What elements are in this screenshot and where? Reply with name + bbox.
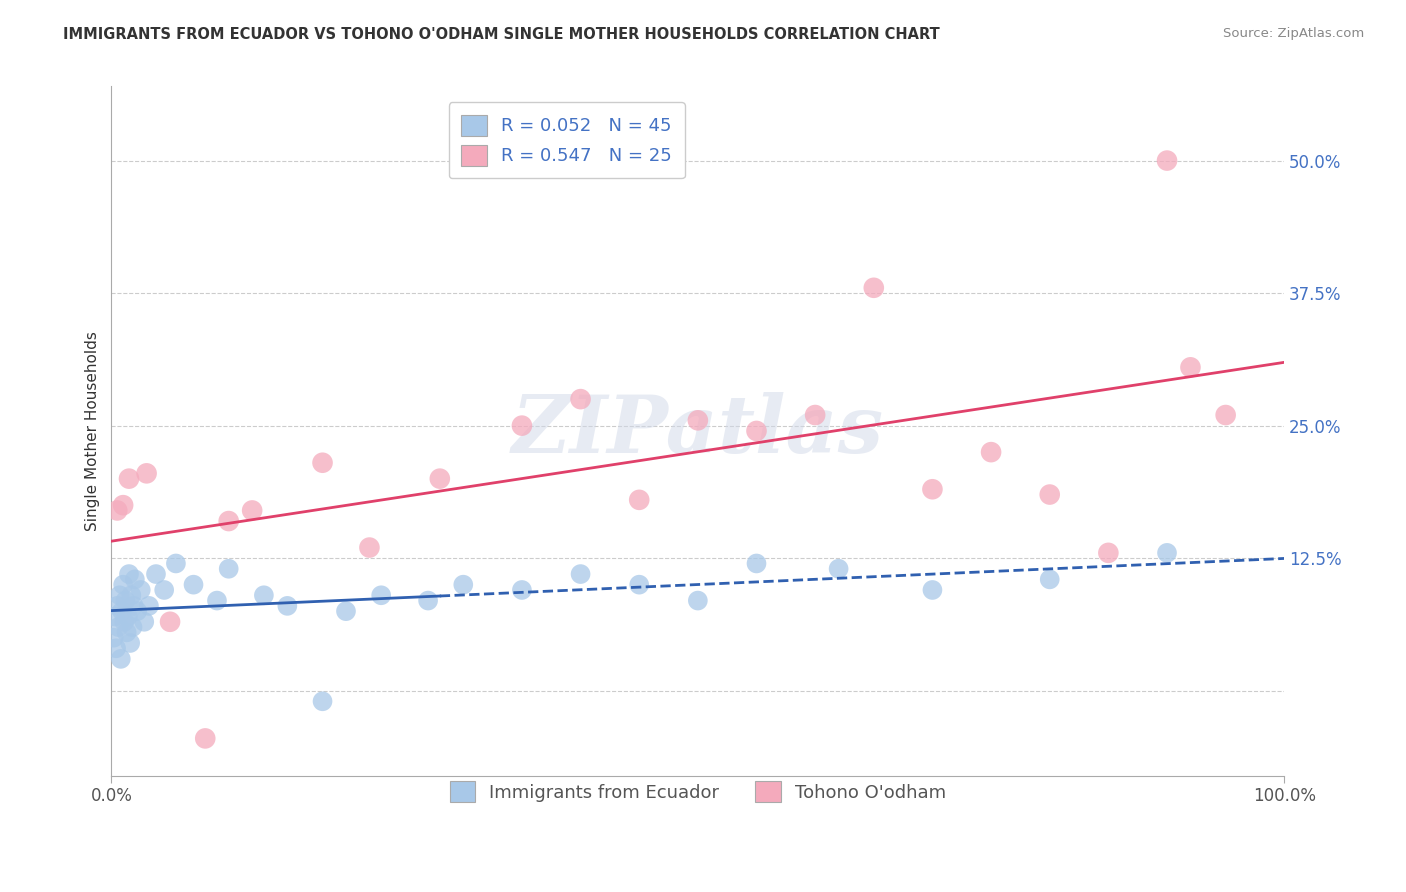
Point [105, 503, 128, 517]
Point [686, 593, 709, 607]
Point [453, 577, 475, 591]
Point [980, 445, 1002, 459]
Point [1156, 153, 1178, 168]
Point [124, 573, 146, 587]
Point [103, 631, 125, 645]
Point [921, 582, 943, 597]
Point [628, 577, 651, 591]
Point [121, 620, 143, 634]
Point [416, 593, 439, 607]
Point [218, 562, 240, 576]
Point [104, 609, 127, 624]
Point [628, 492, 651, 507]
Point [105, 599, 128, 613]
Point [118, 472, 141, 486]
Point [145, 567, 167, 582]
Point [205, 593, 228, 607]
Point [1156, 546, 1178, 560]
Point [153, 582, 176, 597]
Point [569, 392, 592, 406]
Legend: Immigrants from Ecuador, Tohono O'odham: Immigrants from Ecuador, Tohono O'odham [437, 769, 959, 814]
Point [253, 588, 276, 602]
Point [112, 577, 135, 591]
Text: IMMIGRANTS FROM ECUADOR VS TOHONO O'ODHAM SINGLE MOTHER HOUSEHOLDS CORRELATION C: IMMIGRANTS FROM ECUADOR VS TOHONO O'ODHA… [63, 27, 941, 42]
Point [122, 599, 145, 613]
Point [311, 694, 333, 708]
Point [134, 615, 156, 629]
Point [429, 472, 451, 486]
Point [117, 609, 139, 624]
Point [135, 467, 157, 481]
Point [114, 593, 136, 607]
Point [138, 599, 160, 613]
Point [118, 567, 141, 582]
Point [370, 588, 392, 602]
Point [194, 731, 217, 746]
Text: Source: ZipAtlas.com: Source: ZipAtlas.com [1223, 27, 1364, 40]
Point [112, 615, 135, 629]
Point [745, 424, 768, 438]
Point [1039, 487, 1062, 501]
Point [111, 604, 134, 618]
Point [745, 557, 768, 571]
Point [569, 567, 592, 582]
Point [510, 418, 533, 433]
Point [510, 582, 533, 597]
Point [359, 541, 381, 555]
Point [335, 604, 357, 618]
Point [129, 582, 152, 597]
Y-axis label: Single Mother Households: Single Mother Households [86, 331, 100, 531]
Point [218, 514, 240, 528]
Point [127, 604, 149, 618]
Point [107, 620, 129, 634]
Point [804, 408, 827, 422]
Point [1180, 360, 1202, 375]
Point [108, 588, 131, 602]
Point [240, 503, 263, 517]
Point [862, 281, 884, 295]
Point [311, 456, 333, 470]
Text: ZIPatlas: ZIPatlas [512, 392, 884, 470]
Point [183, 577, 205, 591]
Point [921, 482, 943, 496]
Point [120, 636, 142, 650]
Point [115, 625, 138, 640]
Point [120, 588, 142, 602]
Point [105, 641, 128, 656]
Point [1097, 546, 1119, 560]
Point [686, 413, 709, 427]
Point [276, 599, 298, 613]
Point [159, 615, 181, 629]
Point [827, 562, 849, 576]
Point [110, 652, 132, 666]
Point [112, 498, 135, 512]
Point [165, 557, 187, 571]
Point [1039, 573, 1062, 587]
Point [1215, 408, 1237, 422]
